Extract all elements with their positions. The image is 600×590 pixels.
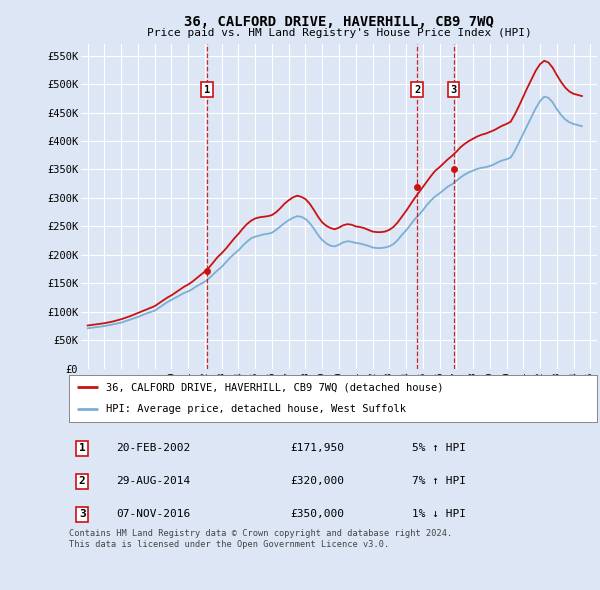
- Text: £320,000: £320,000: [291, 477, 345, 486]
- Text: Price paid vs. HM Land Registry's House Price Index (HPI): Price paid vs. HM Land Registry's House …: [146, 28, 532, 38]
- Text: 5% ↑ HPI: 5% ↑ HPI: [412, 444, 466, 453]
- Text: HPI: Average price, detached house, West Suffolk: HPI: Average price, detached house, West…: [106, 404, 406, 414]
- Text: 36, CALFORD DRIVE, HAVERHILL, CB9 7WQ (detached house): 36, CALFORD DRIVE, HAVERHILL, CB9 7WQ (d…: [106, 382, 443, 392]
- Text: 2: 2: [79, 477, 86, 486]
- Text: 3: 3: [451, 85, 457, 95]
- Text: 20-FEB-2002: 20-FEB-2002: [116, 444, 191, 453]
- Text: 7% ↑ HPI: 7% ↑ HPI: [412, 477, 466, 486]
- Text: 1: 1: [204, 85, 210, 95]
- Text: 36, CALFORD DRIVE, HAVERHILL, CB9 7WQ: 36, CALFORD DRIVE, HAVERHILL, CB9 7WQ: [184, 15, 494, 29]
- Text: Contains HM Land Registry data © Crown copyright and database right 2024.
This d: Contains HM Land Registry data © Crown c…: [69, 529, 452, 549]
- Text: 3: 3: [79, 510, 86, 519]
- Text: 1% ↓ HPI: 1% ↓ HPI: [412, 510, 466, 519]
- Text: 29-AUG-2014: 29-AUG-2014: [116, 477, 191, 486]
- Text: 2: 2: [414, 85, 420, 95]
- Text: £171,950: £171,950: [291, 444, 345, 453]
- Text: 1: 1: [79, 444, 86, 453]
- Text: £350,000: £350,000: [291, 510, 345, 519]
- Text: 07-NOV-2016: 07-NOV-2016: [116, 510, 191, 519]
